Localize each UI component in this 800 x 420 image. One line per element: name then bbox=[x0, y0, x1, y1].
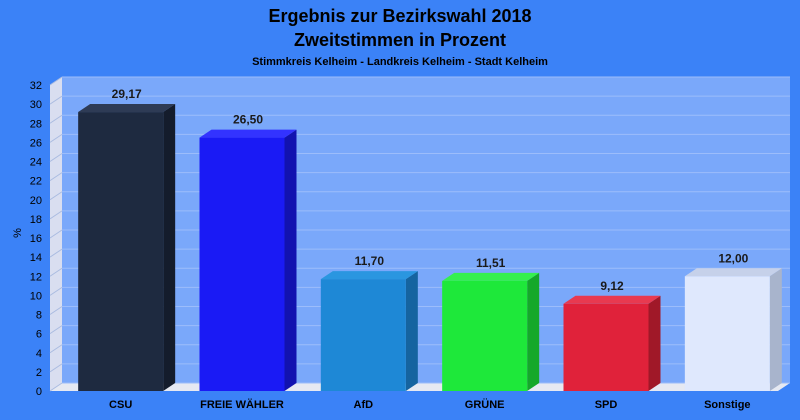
y-tick-label: 4 bbox=[36, 348, 42, 360]
x-tick-label: AfD bbox=[354, 399, 374, 411]
bar-side bbox=[163, 104, 176, 391]
y-tick-label: 22 bbox=[30, 176, 42, 188]
bars bbox=[78, 104, 782, 391]
bar-front bbox=[442, 280, 528, 391]
gridline-side bbox=[49, 153, 63, 162]
gridline-side bbox=[49, 133, 63, 143]
bar-top bbox=[684, 268, 782, 277]
gridline-side bbox=[49, 344, 63, 354]
chart-subtitle: Stimmkreis Kelheim - Landkreis Kelheim -… bbox=[252, 56, 548, 68]
gridline-side bbox=[49, 114, 63, 124]
gridline-side bbox=[49, 210, 63, 220]
data-label: 11,70 bbox=[355, 254, 385, 268]
chart-title-line2: Zweitstimmen in Prozent bbox=[294, 30, 506, 50]
gridline-side bbox=[49, 286, 63, 296]
bar-front bbox=[684, 276, 770, 391]
data-label: 29,17 bbox=[112, 87, 142, 101]
data-label: 26,50 bbox=[233, 113, 263, 127]
y-tick-label: 18 bbox=[30, 214, 42, 226]
y-tick-label: 10 bbox=[30, 290, 42, 302]
bar-top bbox=[78, 104, 176, 113]
y-tick-label: 8 bbox=[36, 310, 42, 322]
y-tick-label: 12 bbox=[30, 271, 42, 283]
bar-side bbox=[648, 295, 661, 391]
gridline-side bbox=[49, 325, 63, 335]
y-tick-label: 26 bbox=[30, 137, 42, 149]
bar bbox=[563, 295, 661, 391]
bar bbox=[684, 268, 782, 391]
gridline-side bbox=[49, 382, 63, 392]
gridline-side bbox=[49, 229, 63, 239]
y-tick-label: 28 bbox=[30, 118, 42, 130]
bar-front bbox=[320, 279, 406, 391]
x-tick-label: FREIE WÄHLER bbox=[200, 398, 284, 411]
y-tick-label: 6 bbox=[36, 329, 42, 341]
x-tick-label: Sonstige bbox=[704, 399, 750, 411]
bar-side bbox=[527, 272, 540, 391]
bar bbox=[320, 271, 418, 391]
data-label: 9,12 bbox=[600, 279, 624, 293]
gridline-side bbox=[49, 95, 63, 105]
value-labels: 29,17 26,50 11,70 11,51 9,12 12,00 bbox=[112, 87, 749, 293]
gridlines bbox=[49, 76, 790, 392]
bar-top bbox=[442, 272, 540, 281]
gridline-side bbox=[49, 191, 63, 201]
bar-side bbox=[284, 129, 297, 391]
x-axis-labels: CSU FREIE WÄHLER AfD GRÜNE SPD Sonstige bbox=[109, 398, 751, 411]
y-tick-label: 14 bbox=[30, 252, 42, 264]
bar-side bbox=[405, 271, 418, 391]
bar bbox=[78, 104, 176, 391]
y-tick-label: 2 bbox=[36, 367, 42, 379]
x-tick-label: GRÜNE bbox=[465, 398, 505, 411]
bar-front bbox=[563, 303, 649, 391]
bar-top bbox=[320, 271, 418, 280]
y-tick-label: 16 bbox=[30, 233, 42, 245]
bar-top bbox=[199, 129, 297, 138]
gridline-side bbox=[49, 172, 63, 182]
bar-front bbox=[199, 137, 285, 391]
gridline-side bbox=[49, 306, 63, 315]
y-tick-label: 30 bbox=[30, 99, 42, 111]
gridline-side bbox=[49, 363, 63, 373]
y-tick-label: 24 bbox=[30, 157, 42, 169]
x-tick-label: CSU bbox=[109, 399, 132, 411]
bar bbox=[442, 272, 540, 391]
chart-title: Ergebnis zur Bezirkswahl 2018 bbox=[268, 6, 531, 26]
x-tick-label: SPD bbox=[595, 399, 618, 411]
bar bbox=[199, 129, 297, 391]
data-label: 12,00 bbox=[718, 251, 748, 265]
y-tick-label: 32 bbox=[30, 80, 42, 92]
gridline-side bbox=[49, 76, 63, 86]
bar-side bbox=[769, 268, 782, 391]
data-label: 11,51 bbox=[476, 256, 506, 270]
y-axis-label: % bbox=[12, 228, 24, 238]
y-tick-label: 20 bbox=[30, 195, 42, 207]
y-tick-label: 0 bbox=[36, 386, 42, 398]
gridline-side bbox=[49, 248, 63, 258]
gridline-side bbox=[49, 267, 63, 277]
bar-top bbox=[563, 295, 661, 304]
bar-front bbox=[78, 112, 164, 391]
